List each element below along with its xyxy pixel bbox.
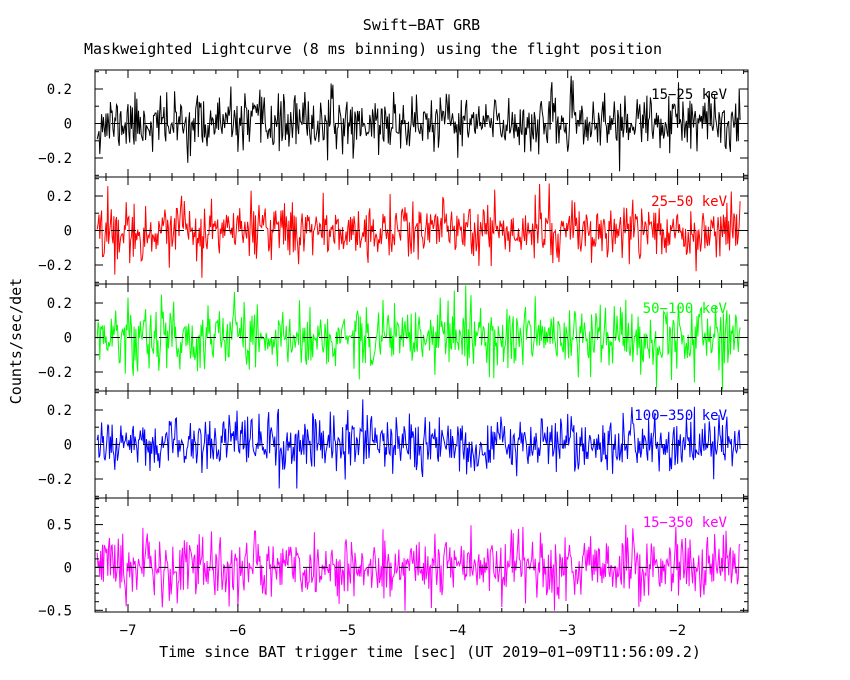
y-tick-label: −0.2 xyxy=(38,365,72,381)
y-tick-label: 0.2 xyxy=(47,296,72,312)
y-tick-label: 0 xyxy=(64,438,72,454)
x-tick-label: −4 xyxy=(449,623,466,639)
y-tick-label: −0.5 xyxy=(38,603,72,619)
y-tick-label: 0 xyxy=(64,331,72,347)
lightcurve-trace-4 xyxy=(96,399,741,489)
x-tick-label: −2 xyxy=(669,623,686,639)
lightcurve-trace-1 xyxy=(96,75,741,172)
energy-band-label: 15−350 keV xyxy=(643,515,728,531)
x-tick-label: −5 xyxy=(339,623,356,639)
y-tick-label: 0.2 xyxy=(47,403,72,419)
lightcurve-trace-5 xyxy=(96,524,741,611)
x-tick-label: −3 xyxy=(559,623,576,639)
chart-title: Swift−BAT GRB xyxy=(362,16,481,34)
y-tick-label: 0 xyxy=(64,117,72,133)
energy-band-label: 15−25 keV xyxy=(651,87,727,103)
y-tick-label: 0 xyxy=(64,224,72,240)
y-tick-label: 0.2 xyxy=(47,82,72,98)
y-tick-label: −0.2 xyxy=(38,472,72,488)
y-tick-label: 0.5 xyxy=(47,518,72,534)
y-tick-label: 0 xyxy=(64,560,72,576)
x-axis-label: Time since BAT trigger time [sec] (UT 20… xyxy=(159,643,701,661)
y-tick-label: 0.2 xyxy=(47,189,72,205)
x-tick-label: −6 xyxy=(229,623,246,639)
energy-band-label: 100−350 keV xyxy=(634,408,727,424)
lightcurve-trace-3 xyxy=(96,285,741,390)
lightcurve-trace-2 xyxy=(96,183,741,278)
energy-band-label: 25−50 keV xyxy=(651,194,727,210)
y-tick-label: −0.2 xyxy=(38,258,72,274)
chart-subtitle: Maskweighted Lightcurve (8 ms binning) u… xyxy=(84,40,662,58)
x-tick-label: −7 xyxy=(120,623,137,639)
y-tick-label: −0.2 xyxy=(38,151,72,167)
panel-border xyxy=(94,497,749,613)
